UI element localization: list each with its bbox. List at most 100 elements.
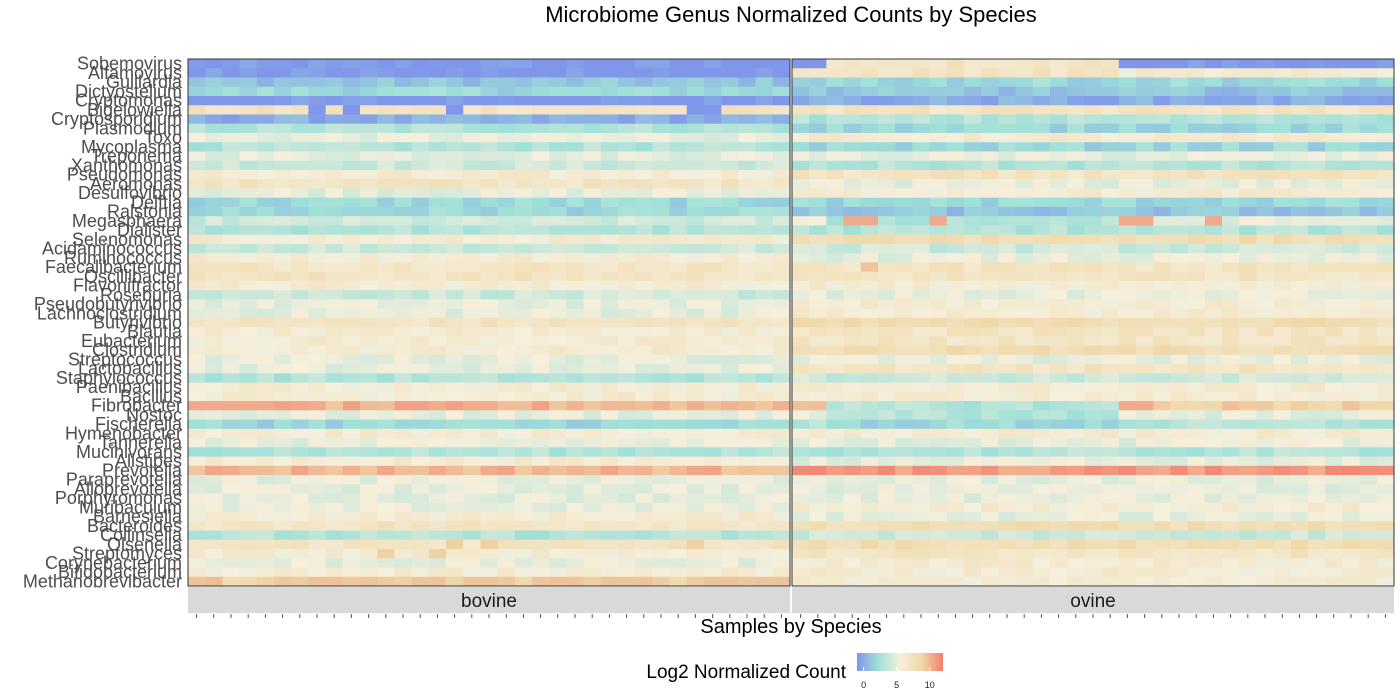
heatmap-cell	[1015, 530, 1034, 541]
heatmap-cell	[1273, 308, 1292, 319]
heatmap-cell	[532, 475, 550, 485]
heatmap-cell	[480, 401, 498, 411]
heatmap-cell	[704, 77, 722, 88]
heatmap-cell	[497, 364, 516, 374]
heatmap-cell	[1273, 160, 1292, 171]
heatmap-cell	[428, 465, 447, 476]
heatmap-cell	[964, 188, 982, 199]
heatmap-cell	[308, 123, 326, 134]
heatmap-cell	[1153, 373, 1171, 383]
heatmap-cell	[1273, 521, 1292, 531]
genus-label: Blautia	[127, 322, 183, 342]
heatmap-cell	[394, 234, 412, 245]
heatmap-cell	[291, 364, 309, 374]
heatmap-cell	[377, 354, 395, 365]
heatmap-cell	[1153, 271, 1171, 282]
genus-label: Paenibacillus	[76, 377, 182, 397]
heatmap-cell	[1118, 197, 1137, 208]
heatmap-cell	[1067, 280, 1085, 291]
heatmap-cell	[188, 567, 206, 578]
genus-label: Olsenella	[107, 534, 183, 554]
heatmap-cell	[878, 151, 896, 162]
heatmap-cell	[532, 530, 550, 541]
heatmap-cell	[1290, 484, 1309, 494]
heatmap-cell	[721, 428, 739, 439]
heatmap-cell	[964, 142, 982, 152]
heatmap-cell	[600, 502, 619, 513]
heatmap-cell	[428, 317, 447, 328]
heatmap-cell	[583, 151, 602, 162]
heatmap-cell	[566, 373, 584, 383]
heatmap-cell	[878, 123, 896, 134]
heatmap-cell	[946, 539, 965, 550]
heatmap-cell	[428, 327, 447, 337]
heatmap-cell	[411, 243, 430, 254]
heatmap-cell	[1187, 354, 1206, 365]
heatmap-cell	[755, 197, 774, 208]
heatmap-cell	[1376, 151, 1395, 162]
heatmap-cell	[704, 206, 722, 217]
heatmap-cell	[308, 512, 326, 522]
heatmap-cell	[1015, 142, 1034, 152]
heatmap-cell	[1136, 197, 1154, 208]
heatmap-cell	[480, 345, 498, 356]
heatmap-cell	[704, 243, 722, 254]
heatmap-cell	[1273, 465, 1292, 476]
heatmap-cell	[1359, 493, 1378, 504]
heatmap-cell	[1032, 364, 1051, 374]
heatmap-cell	[1101, 391, 1120, 402]
heatmap-cell	[514, 502, 533, 513]
heatmap-cell	[1222, 243, 1240, 254]
heatmap-cell	[222, 567, 240, 578]
heatmap-cell	[1050, 179, 1068, 189]
heatmap-cell	[686, 262, 705, 273]
heatmap-cell	[809, 169, 827, 180]
heatmap-cell	[446, 253, 464, 263]
heatmap-cell	[809, 438, 827, 448]
heatmap-cell	[463, 493, 481, 504]
heatmap-cell	[1376, 484, 1395, 494]
heatmap-cell	[686, 114, 705, 125]
heatmap-cell	[411, 530, 430, 541]
heatmap-cell	[772, 512, 791, 522]
heatmap-cell	[1118, 382, 1137, 393]
heatmap-cell	[755, 59, 774, 69]
heatmap-cell	[360, 132, 378, 143]
heatmap-cell	[1101, 364, 1120, 374]
heatmap-cell	[308, 290, 326, 300]
heatmap-cell	[377, 234, 395, 245]
heatmap-cell	[946, 234, 965, 245]
heatmap-cell	[1015, 308, 1034, 319]
heatmap-cell	[222, 539, 240, 550]
heatmap-cell	[566, 530, 584, 541]
heatmap-cell	[1204, 114, 1223, 125]
heatmap-cell	[360, 142, 378, 152]
genus-label: Streptococcus	[68, 349, 182, 369]
heatmap-cell	[1325, 253, 1343, 263]
heatmap-cell	[1308, 456, 1326, 467]
heatmap-cell	[514, 530, 533, 541]
heatmap-cell	[239, 253, 258, 263]
heatmap-cell	[549, 114, 567, 125]
heatmap-cell	[946, 225, 965, 236]
heatmap-cell	[618, 373, 636, 383]
heatmap-cell	[1032, 86, 1051, 97]
heatmap-cell	[1084, 206, 1102, 217]
heatmap-cell	[291, 401, 309, 411]
heatmap-cell	[342, 475, 361, 485]
heatmap-cell	[411, 327, 430, 337]
heatmap-cell	[394, 68, 412, 78]
heatmap-cell	[860, 354, 879, 365]
heatmap-cell	[755, 410, 774, 420]
heatmap-cell	[205, 280, 223, 291]
heatmap-cell	[463, 512, 481, 522]
heatmap-cell	[394, 373, 412, 383]
heatmap-cell	[1273, 253, 1292, 263]
heatmap-cell	[1256, 438, 1274, 448]
heatmap-cell	[1136, 438, 1154, 448]
heatmap-cell	[1222, 327, 1240, 337]
heatmap-cell	[1342, 354, 1360, 365]
heatmap-cell	[792, 419, 810, 430]
heatmap-cell	[721, 447, 739, 457]
